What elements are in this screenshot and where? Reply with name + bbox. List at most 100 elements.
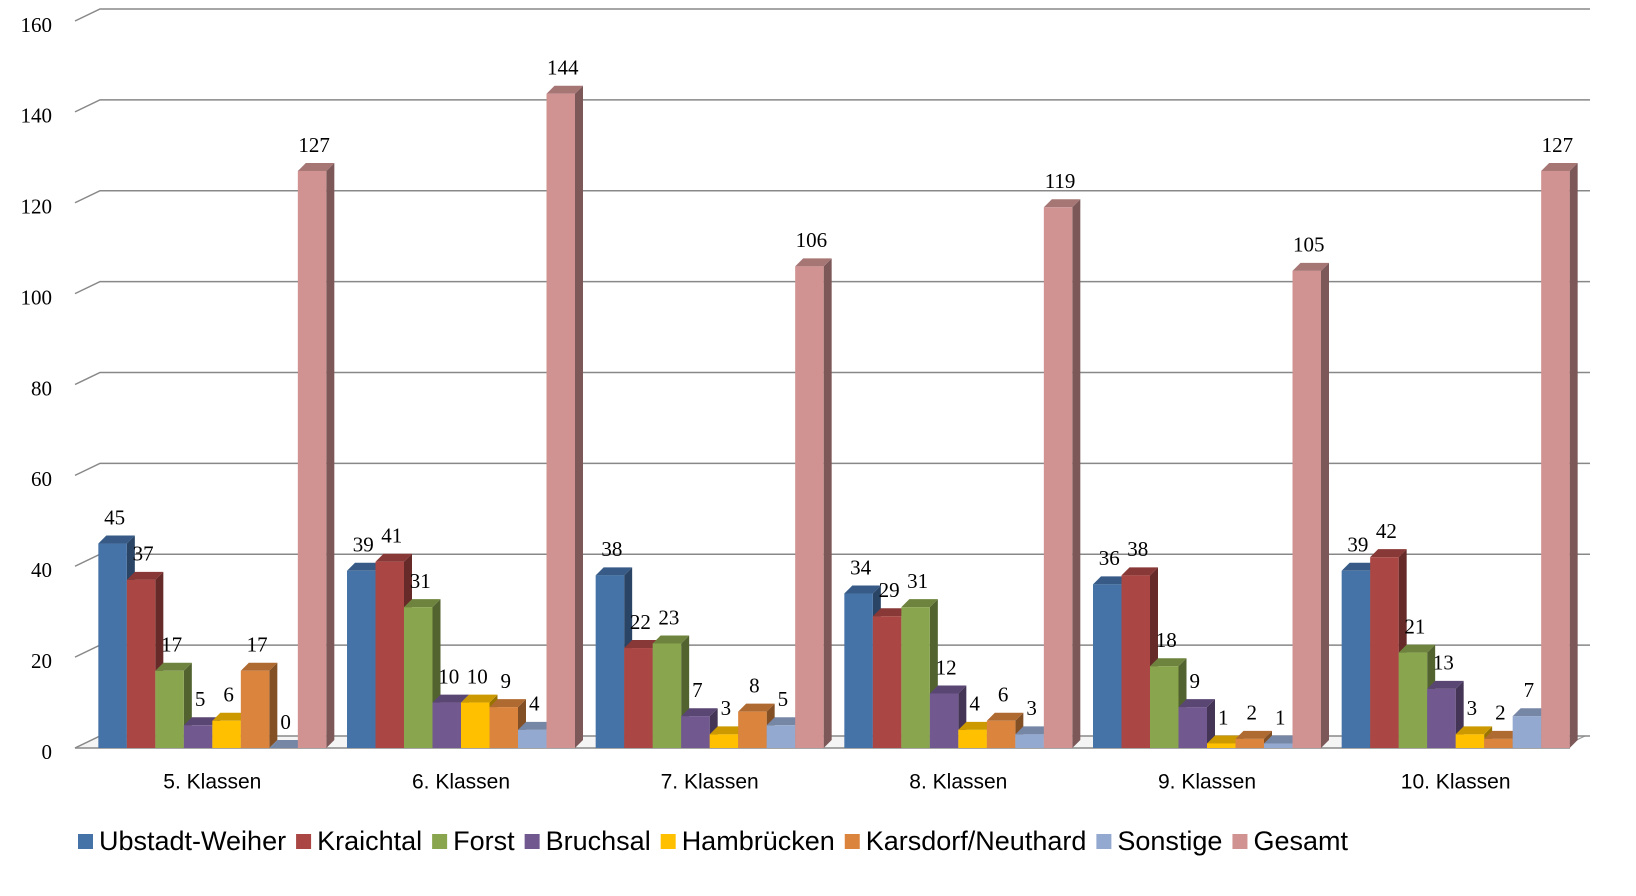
bar-top [1370, 549, 1407, 558]
bar-top [404, 599, 441, 608]
bar [1484, 738, 1513, 748]
bar [929, 693, 959, 748]
value-label: 144 [547, 56, 579, 80]
value-label: 23 [658, 605, 679, 629]
value-label: 127 [1542, 133, 1574, 157]
bar [155, 670, 184, 748]
y-tick-label: 140 [21, 104, 53, 128]
value-label: 31 [410, 569, 431, 593]
bar-top [1512, 708, 1550, 717]
value-label: 22 [630, 610, 651, 634]
bar-side [1569, 162, 1578, 749]
bar-side [575, 85, 583, 748]
bar [1178, 707, 1207, 748]
value-label: 39 [1347, 533, 1368, 557]
bar [1370, 557, 1399, 748]
bar [546, 93, 575, 748]
value-label: 7 [692, 678, 703, 702]
bar-top [1264, 735, 1301, 744]
bar-top [489, 699, 526, 708]
bar [1121, 575, 1150, 748]
value-label: 3 [1026, 696, 1037, 720]
bar [1455, 734, 1485, 748]
bar-top [1150, 658, 1187, 667]
bar [844, 593, 873, 748]
bar [901, 607, 930, 748]
legend-swatch [844, 834, 860, 849]
bar [240, 670, 270, 748]
bar-top [1455, 726, 1493, 735]
value-label: 1 [1275, 705, 1286, 729]
legend-swatch [660, 834, 676, 849]
value-label: 3 [1467, 696, 1478, 720]
value-label: 8 [749, 673, 760, 697]
bar-3d [1178, 699, 1215, 748]
legend-swatch [1232, 834, 1248, 849]
legend-swatch [1096, 834, 1112, 849]
x-tick-label: 7. Klassen [661, 771, 759, 794]
bar-top [1341, 562, 1379, 571]
bar-side [823, 258, 832, 748]
x-tick-label: 9. Klassen [1158, 771, 1256, 794]
bar-top [212, 712, 249, 721]
value-label: 4 [529, 692, 540, 716]
value-label: 9 [1190, 669, 1201, 693]
value-label: 36 [1099, 546, 1120, 570]
legend-swatch [524, 834, 540, 849]
bar-top [1541, 162, 1578, 171]
bar-top [709, 726, 747, 735]
value-label: 45 [104, 505, 125, 529]
bar-side [1321, 262, 1329, 748]
bar-3d [269, 740, 306, 748]
bar [738, 711, 767, 748]
bar [1398, 652, 1428, 748]
bar-top [518, 721, 555, 730]
bar [489, 707, 518, 748]
value-label: 3 [721, 696, 732, 720]
bar [1015, 734, 1044, 748]
grid-line [74, 99, 1590, 113]
value-label: 42 [1376, 519, 1397, 543]
bar [1541, 170, 1570, 749]
bar-top [986, 712, 1024, 721]
bar-top [1207, 735, 1244, 744]
bar-3d [709, 726, 747, 748]
bar [1043, 207, 1073, 748]
value-label: 34 [850, 555, 872, 579]
bar [347, 570, 376, 748]
y-tick-label: 100 [21, 285, 53, 309]
bar [98, 543, 127, 748]
legend-label: Hambrücken [682, 826, 835, 856]
legend-label: Ubstadt-Weiher [99, 826, 286, 856]
grid-line [74, 462, 1590, 477]
bar-top [1121, 567, 1158, 576]
bar [595, 575, 625, 748]
legend-label: Bruchsal [546, 826, 651, 856]
value-label: 38 [1127, 537, 1148, 561]
bar-side [269, 662, 278, 748]
legend-label: Forst [453, 826, 515, 856]
bar-top [1484, 730, 1521, 739]
bar-top [98, 535, 135, 544]
value-label: 6 [223, 683, 234, 707]
bar [1512, 716, 1542, 748]
bar [872, 616, 902, 748]
value-label: 9 [501, 669, 512, 693]
y-tick-label: 20 [31, 649, 52, 673]
legend-swatch [78, 834, 93, 849]
legend-label: Kraichtal [317, 826, 422, 856]
bar-top [624, 640, 661, 649]
grid-line [74, 8, 1590, 22]
legend-swatch [296, 834, 312, 849]
bar [766, 725, 796, 748]
value-label: 38 [601, 537, 622, 561]
value-label: 2 [1495, 701, 1506, 725]
bar-top [1292, 262, 1329, 271]
bar-top [297, 162, 335, 171]
value-label: 6 [998, 683, 1009, 707]
x-tick-label: 8. Klassen [909, 771, 1007, 794]
bar [1292, 270, 1321, 748]
legend-swatch [432, 834, 448, 849]
x-tick-label: 10. Klassen [1401, 771, 1511, 794]
